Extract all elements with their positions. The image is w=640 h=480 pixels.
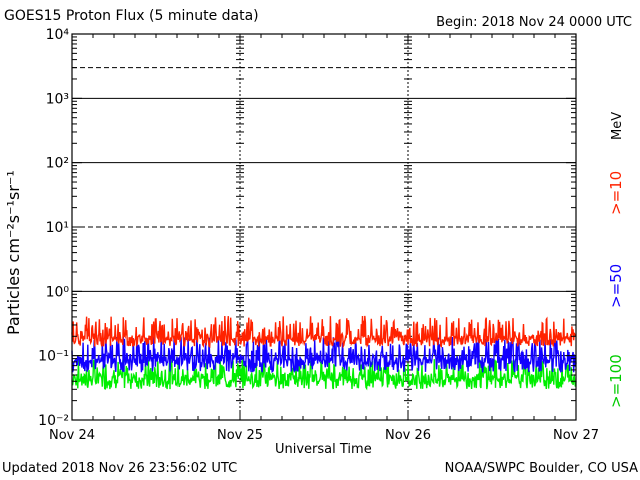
y-tick-label: 10⁴ bbox=[46, 27, 70, 43]
legend-ge100: >=100 bbox=[607, 354, 625, 408]
x-tick-label: Nov 24 bbox=[49, 428, 95, 443]
plot-series bbox=[71, 315, 577, 391]
legend-unit: MeV bbox=[610, 111, 625, 140]
x-axis-label: Universal Time bbox=[275, 442, 372, 457]
series-line-ge100 bbox=[71, 358, 577, 391]
y-tick-label: 10⁰ bbox=[46, 284, 70, 300]
y-tick-label: 10⁻¹ bbox=[38, 349, 69, 365]
chart-title: GOES15 Proton Flux (5 minute data) bbox=[4, 8, 259, 24]
x-tick-label: Nov 27 bbox=[553, 428, 599, 443]
y-tick-label: 10⁻² bbox=[38, 413, 69, 429]
y-axis-label: Particles cm⁻²s⁻¹sr⁻¹ bbox=[4, 170, 23, 335]
y-tick-label: 10³ bbox=[46, 91, 69, 107]
series-line-ge50 bbox=[71, 335, 577, 374]
y-tick-label: 10¹ bbox=[46, 220, 69, 236]
begin-time: Begin: 2018 Nov 24 0000 UTC bbox=[436, 15, 632, 30]
credit: NOAA/SWPC Boulder, CO USA bbox=[444, 461, 638, 476]
legend-ge50: >=50 bbox=[607, 263, 625, 308]
x-tick-label: Nov 26 bbox=[385, 428, 431, 443]
legend-ge10: >=10 bbox=[607, 170, 625, 215]
x-tick-label: Nov 25 bbox=[217, 428, 263, 443]
series-line-ge10 bbox=[71, 315, 577, 349]
y-axis-ticks: 10⁻² 10⁻¹ 10⁰ 10¹ 10² 10³ 10⁴ bbox=[38, 27, 576, 429]
updated-time: Updated 2018 Nov 26 23:56:02 UTC bbox=[2, 461, 238, 476]
y-tick-label: 10² bbox=[46, 156, 69, 172]
x-axis-ticks: Nov 24 Nov 25 Nov 26 Nov 27 bbox=[49, 34, 599, 443]
